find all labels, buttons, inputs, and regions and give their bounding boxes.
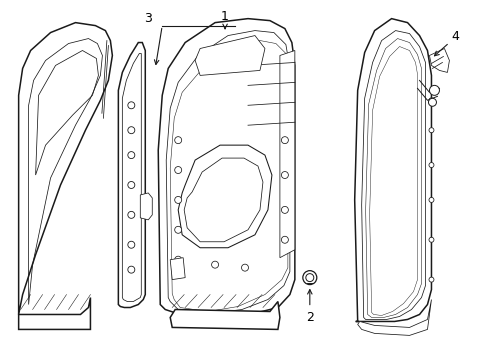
Circle shape bbox=[428, 98, 437, 106]
Circle shape bbox=[281, 171, 289, 179]
Circle shape bbox=[429, 277, 434, 282]
Circle shape bbox=[175, 137, 182, 144]
Polygon shape bbox=[119, 42, 145, 307]
Text: 3: 3 bbox=[145, 12, 152, 25]
Polygon shape bbox=[170, 302, 280, 329]
Circle shape bbox=[281, 236, 289, 243]
Text: 1: 1 bbox=[221, 10, 229, 23]
Circle shape bbox=[306, 274, 314, 282]
Polygon shape bbox=[19, 298, 91, 329]
Circle shape bbox=[128, 102, 135, 109]
Circle shape bbox=[303, 271, 317, 285]
Circle shape bbox=[175, 226, 182, 233]
Circle shape bbox=[429, 197, 434, 202]
Circle shape bbox=[281, 206, 289, 213]
Circle shape bbox=[128, 181, 135, 189]
Polygon shape bbox=[19, 23, 112, 315]
Circle shape bbox=[281, 137, 289, 144]
Circle shape bbox=[128, 152, 135, 159]
Circle shape bbox=[128, 266, 135, 273]
Polygon shape bbox=[429, 49, 449, 72]
Polygon shape bbox=[140, 193, 152, 220]
Circle shape bbox=[128, 241, 135, 248]
Circle shape bbox=[128, 127, 135, 134]
Circle shape bbox=[429, 85, 440, 95]
Polygon shape bbox=[178, 145, 272, 248]
Text: 2: 2 bbox=[306, 311, 314, 324]
Circle shape bbox=[175, 167, 182, 174]
Circle shape bbox=[175, 256, 182, 263]
Circle shape bbox=[429, 163, 434, 167]
Circle shape bbox=[128, 211, 135, 219]
Polygon shape bbox=[170, 258, 185, 280]
Circle shape bbox=[212, 261, 219, 268]
Circle shape bbox=[429, 237, 434, 242]
Polygon shape bbox=[358, 300, 432, 336]
Circle shape bbox=[175, 197, 182, 203]
Circle shape bbox=[429, 128, 434, 133]
Polygon shape bbox=[158, 19, 295, 318]
Polygon shape bbox=[280, 50, 295, 258]
Circle shape bbox=[242, 264, 248, 271]
Polygon shape bbox=[195, 36, 265, 75]
Text: 4: 4 bbox=[451, 30, 459, 43]
Circle shape bbox=[429, 98, 434, 103]
